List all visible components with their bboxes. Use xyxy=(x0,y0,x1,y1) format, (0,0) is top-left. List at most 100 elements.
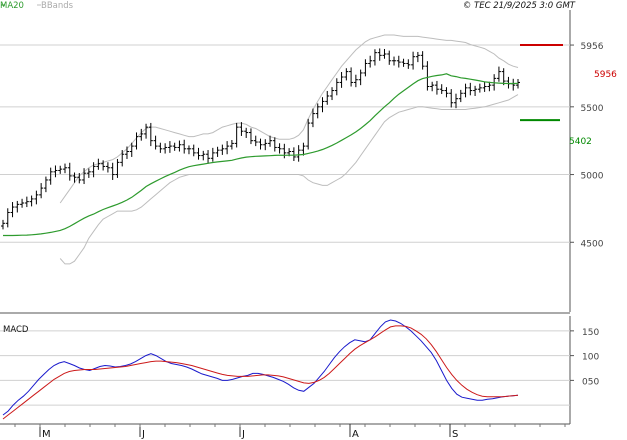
macd-y-ticks: 150 100 050 xyxy=(570,328,599,387)
macd-line xyxy=(2,319,519,416)
price-bar xyxy=(310,108,315,128)
macd-signal-line xyxy=(2,325,519,420)
price-bar xyxy=(334,78,339,96)
price-bar xyxy=(24,196,29,208)
price-bar xyxy=(58,165,63,174)
price-bar xyxy=(101,160,106,171)
price-bar xyxy=(501,68,506,86)
ma20-legend-label: MA20 xyxy=(0,1,24,11)
price-bar xyxy=(263,139,268,151)
price-bar xyxy=(349,67,354,87)
price-bar xyxy=(43,176,48,193)
price-bar xyxy=(77,173,82,184)
price-bar xyxy=(220,144,225,155)
price-bar xyxy=(396,55,401,68)
price-bar xyxy=(48,167,53,185)
price-bar xyxy=(325,90,330,105)
price-bar xyxy=(153,135,158,150)
macd-tick-label: 150 xyxy=(582,328,599,338)
price-bar xyxy=(253,135,258,147)
macd-lines-group xyxy=(2,319,519,420)
price-bar xyxy=(1,219,5,230)
price-bar xyxy=(477,83,482,93)
price-tick-label: 5956 xyxy=(581,42,604,52)
price-bar xyxy=(487,81,492,92)
x-tick-label: J xyxy=(141,429,145,440)
price-bar xyxy=(420,51,425,70)
bbands-legend-label: BBands xyxy=(41,1,74,11)
price-bar xyxy=(229,140,234,150)
price-bar xyxy=(392,56,397,66)
chart-frame xyxy=(0,10,571,425)
price-bar xyxy=(29,195,34,207)
price-bar xyxy=(53,165,58,178)
price-bar xyxy=(10,202,15,218)
price-bar xyxy=(82,168,87,185)
support-level-label: 5402 xyxy=(569,137,592,147)
price-bar xyxy=(15,200,20,213)
price-bar xyxy=(296,145,301,162)
price-bar xyxy=(449,89,454,108)
price-bar xyxy=(210,147,215,162)
macd-panel-title: MACD xyxy=(3,325,29,335)
price-bar xyxy=(482,81,487,92)
price-bar xyxy=(234,122,239,148)
macd-tick-label: 100 xyxy=(582,353,599,363)
price-bar xyxy=(291,147,296,161)
price-bar xyxy=(72,172,77,183)
price-bar xyxy=(496,66,501,82)
resistance-level-label: 5956 xyxy=(594,70,617,80)
price-bar xyxy=(120,150,125,167)
price-bar xyxy=(463,83,468,98)
macd-tick-label: 050 xyxy=(582,377,599,387)
price-bar xyxy=(411,51,416,70)
price-bar xyxy=(167,141,172,153)
price-bar xyxy=(182,139,187,154)
price-bar xyxy=(353,74,358,88)
bbands-upper-line xyxy=(59,34,519,204)
x-tick-label: M xyxy=(42,429,51,440)
ma20-line xyxy=(3,73,519,237)
price-bar xyxy=(401,58,406,67)
price-bar xyxy=(315,103,320,119)
price-bar xyxy=(301,142,306,156)
x-tick-label: J xyxy=(241,429,245,440)
price-tick-label: 5500 xyxy=(581,104,604,114)
price-bar xyxy=(225,141,230,155)
price-bar xyxy=(67,162,72,181)
price-bar xyxy=(110,162,115,180)
price-bar xyxy=(191,144,196,157)
price-bar xyxy=(363,59,368,77)
price-bar xyxy=(468,82,473,96)
price-bar xyxy=(277,143,282,154)
price-gridlines xyxy=(0,44,570,243)
price-bar xyxy=(144,123,149,139)
price-bar xyxy=(368,55,373,68)
price-bar xyxy=(20,198,25,208)
price-bar xyxy=(91,162,96,178)
price-bar xyxy=(506,76,511,89)
price-bar xyxy=(358,69,363,86)
price-tick-label: 4500 xyxy=(581,239,604,249)
price-bar xyxy=(406,59,411,69)
price-bar xyxy=(115,158,120,178)
price-bar xyxy=(196,147,201,160)
price-bar xyxy=(439,84,444,94)
ma20-line-group xyxy=(3,73,519,237)
price-bar xyxy=(387,50,392,65)
price-bar xyxy=(5,208,10,228)
price-bar xyxy=(139,128,144,141)
price-bar xyxy=(186,145,191,155)
price-bar xyxy=(129,142,134,157)
price-tick-label: 5000 xyxy=(581,172,604,182)
price-bar xyxy=(339,72,344,88)
price-bar xyxy=(248,128,253,145)
price-bar xyxy=(382,48,387,59)
price-y-ticks: 4500 5000 5500 5956 xyxy=(570,42,604,249)
price-bar xyxy=(206,150,211,164)
price-bar xyxy=(434,80,439,95)
x-tick-label: A xyxy=(352,429,359,440)
price-bar xyxy=(105,162,110,173)
